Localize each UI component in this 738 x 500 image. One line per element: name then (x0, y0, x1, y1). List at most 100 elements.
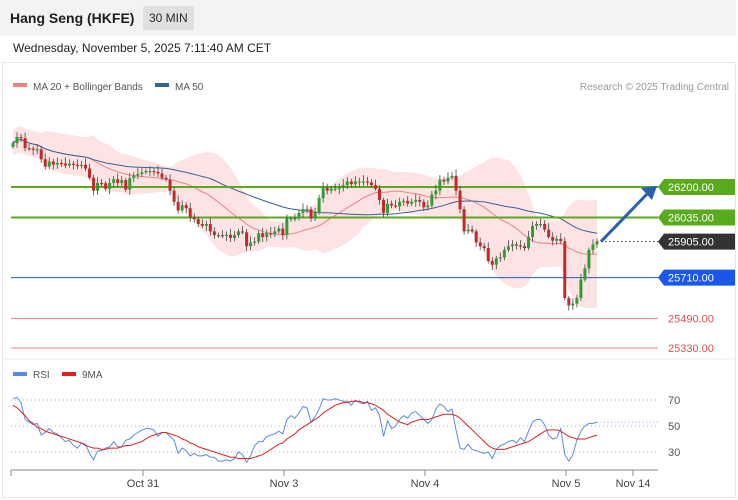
candle (104, 181, 108, 192)
candle (386, 198, 390, 217)
candle (422, 199, 426, 212)
candle (212, 227, 216, 239)
candle (494, 255, 498, 270)
candle (458, 186, 462, 214)
candle (575, 294, 579, 308)
candle (325, 183, 329, 195)
candle (349, 178, 353, 188)
candle (591, 239, 595, 255)
candle (100, 179, 104, 187)
main-legend: MA 20 + Bollinger Bands MA 50 Research ©… (13, 82, 729, 93)
candle (192, 213, 196, 223)
ma50-legend-label: MA 50 (175, 82, 204, 93)
candle (434, 184, 438, 200)
candle (188, 202, 192, 222)
candle (579, 273, 583, 301)
candle (216, 232, 220, 238)
chart-frame (2, 62, 736, 498)
candle (140, 168, 144, 177)
forecast-arrow (599, 186, 657, 243)
timeframe-button[interactable]: 30 MIN (143, 6, 194, 30)
level-label: 25905.00 (668, 237, 714, 249)
candle (120, 176, 124, 187)
candle (317, 194, 321, 215)
moving-averages (12, 138, 598, 255)
candle (398, 197, 402, 212)
candle (144, 168, 148, 175)
candle (555, 235, 559, 245)
timestamp: Wednesday, November 5, 2025 7:11:40 AM C… (13, 41, 272, 55)
candle (55, 157, 59, 169)
candle (341, 179, 345, 192)
candle (518, 240, 522, 250)
candle (265, 229, 269, 242)
candle (482, 243, 486, 252)
candle (59, 159, 63, 168)
candle (442, 176, 446, 185)
candle (357, 177, 361, 187)
candle (11, 140, 15, 149)
candle (567, 295, 571, 311)
level-label: 25490.00 (668, 313, 714, 325)
x-tick-label: Oct 31 (127, 478, 159, 490)
candle (450, 172, 454, 180)
candle (200, 219, 204, 229)
candle (373, 179, 377, 191)
ma20-legend-label: MA 20 + Bollinger Bands (33, 82, 143, 93)
level-label: 26200.00 (668, 182, 714, 194)
candle (498, 252, 502, 262)
x-tick-label: Nov 3 (270, 478, 299, 490)
candle (27, 144, 31, 151)
candle (51, 158, 55, 170)
candle (563, 237, 567, 301)
level-label: 25710.00 (668, 273, 714, 285)
ma50-line (12, 138, 598, 234)
candle (176, 195, 180, 214)
candle (96, 177, 100, 195)
level-label: 26035.00 (668, 213, 714, 225)
candle (345, 177, 349, 189)
candle (196, 216, 200, 227)
candle (63, 157, 67, 169)
candle (321, 182, 325, 203)
candle (466, 224, 470, 235)
candle (514, 241, 518, 250)
ma9-legend-swatch (62, 372, 76, 376)
rsi-line (12, 396, 598, 464)
candle (510, 240, 514, 252)
candle (88, 163, 92, 180)
candle (75, 159, 79, 170)
candle (551, 232, 555, 246)
x-tick-label: Nov 14 (616, 478, 651, 490)
candle (313, 207, 317, 222)
candle (361, 175, 365, 186)
copyright-credit: Research © 2025 Trading Central (580, 82, 729, 93)
candle (224, 231, 228, 241)
candle (257, 230, 261, 244)
candle (378, 184, 382, 205)
candle (132, 172, 136, 183)
rsi-ma9-line (12, 400, 598, 459)
candle (39, 145, 43, 163)
candle (245, 228, 249, 251)
candle (583, 264, 587, 282)
candle (277, 225, 281, 234)
level-25905.00: 25905.00 (597, 233, 735, 250)
candle (273, 226, 277, 238)
rsi-level-label: 30 (668, 447, 680, 459)
candle (430, 190, 434, 208)
candle (67, 159, 71, 168)
candle (112, 176, 116, 188)
candle (446, 172, 450, 185)
candle (418, 195, 422, 207)
candle (228, 228, 232, 242)
candle (595, 238, 599, 248)
candle (237, 228, 241, 238)
candle (438, 175, 442, 195)
candle (414, 194, 418, 207)
candle (261, 227, 265, 243)
candle (23, 132, 27, 152)
level-26200.00: 26200.00 (11, 179, 735, 195)
level-26035.00: 26035.00 (11, 209, 735, 226)
